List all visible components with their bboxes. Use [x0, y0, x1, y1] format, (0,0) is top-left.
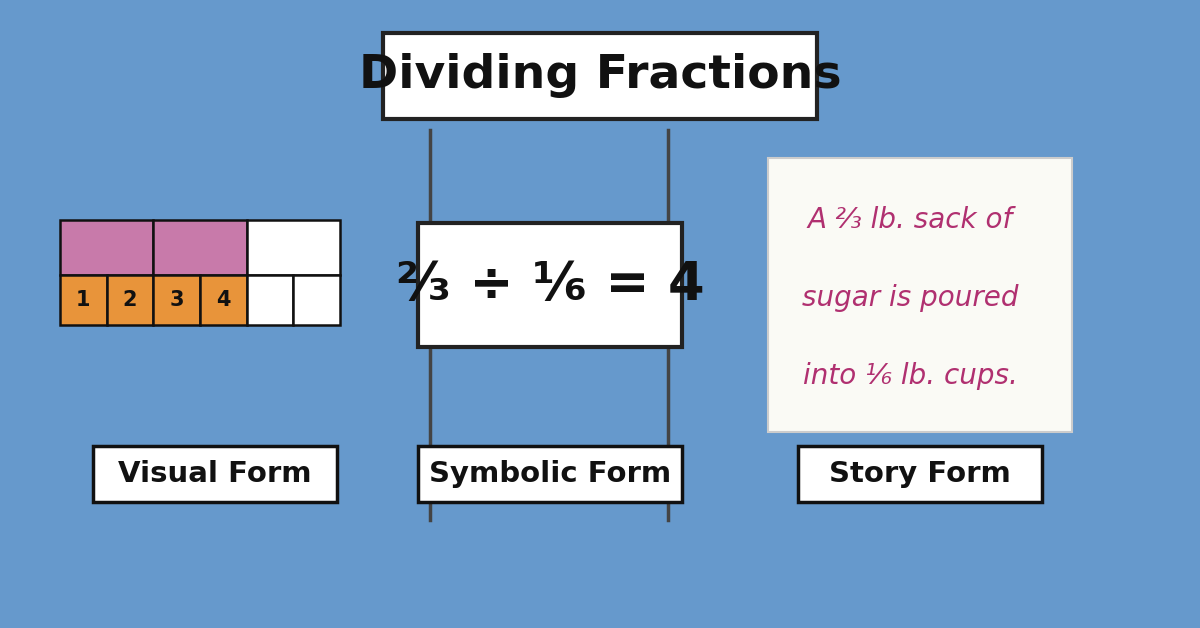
FancyBboxPatch shape: [154, 275, 200, 325]
FancyBboxPatch shape: [247, 275, 293, 325]
FancyBboxPatch shape: [293, 275, 340, 325]
Text: Symbolic Form: Symbolic Form: [428, 460, 671, 488]
Text: Dividing Fractions: Dividing Fractions: [359, 53, 841, 99]
Text: 3: 3: [169, 290, 184, 310]
FancyBboxPatch shape: [200, 275, 247, 325]
FancyBboxPatch shape: [94, 446, 337, 502]
FancyBboxPatch shape: [107, 275, 154, 325]
FancyBboxPatch shape: [383, 33, 817, 119]
FancyBboxPatch shape: [154, 220, 247, 275]
FancyBboxPatch shape: [60, 220, 154, 275]
FancyBboxPatch shape: [247, 220, 340, 275]
Text: ²⁄₃ ÷ ¹⁄₆ = 4: ²⁄₃ ÷ ¹⁄₆ = 4: [396, 259, 704, 311]
FancyBboxPatch shape: [768, 158, 1072, 432]
Text: sugar is poured: sugar is poured: [802, 284, 1019, 312]
Text: 1: 1: [76, 290, 90, 310]
FancyBboxPatch shape: [798, 446, 1042, 502]
Text: 4: 4: [216, 290, 230, 310]
FancyBboxPatch shape: [60, 275, 107, 325]
FancyBboxPatch shape: [418, 223, 682, 347]
Text: 2: 2: [122, 290, 137, 310]
Text: into ¹⁄₆ lb. cups.: into ¹⁄₆ lb. cups.: [803, 362, 1018, 390]
Text: Story Form: Story Form: [829, 460, 1010, 488]
Text: A ²⁄₃ lb. sack of: A ²⁄₃ lb. sack of: [808, 206, 1013, 234]
FancyBboxPatch shape: [418, 446, 682, 502]
Text: Visual Form: Visual Form: [119, 460, 312, 488]
